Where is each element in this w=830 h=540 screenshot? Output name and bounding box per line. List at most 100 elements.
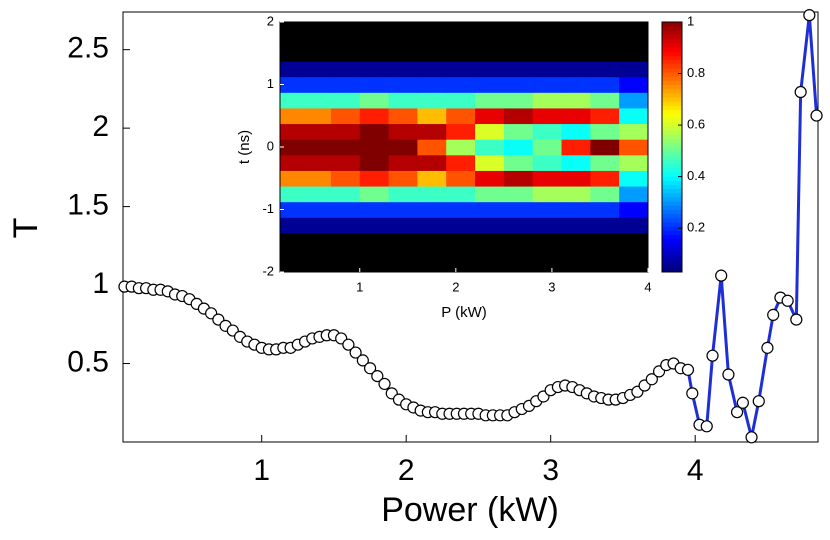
inset-y-tick-label: 2 (267, 13, 274, 28)
heatmap-cell (532, 264, 563, 272)
heatmap-cell (475, 217, 505, 234)
heatmap-cell (503, 123, 534, 140)
heatmap-cell (302, 217, 332, 234)
heatmap-cell (330, 139, 361, 156)
colorbar-segment (662, 47, 682, 52)
y-tick-label: 2.5 (67, 32, 109, 65)
colorbar-segment (662, 138, 682, 144)
heatmap-cell (503, 76, 534, 93)
heatmap-cell (359, 92, 390, 109)
colorbar-segment (662, 163, 682, 169)
heatmap-cell (388, 123, 418, 140)
heatmap-cell (532, 154, 563, 171)
heatmap-cell (532, 139, 563, 156)
inset-x-label: P (kW) (441, 304, 487, 321)
heatmap-cell (280, 170, 303, 187)
heatmap-cell (619, 248, 648, 265)
heatmap-cell (590, 139, 620, 156)
heatmap-cell (619, 29, 648, 46)
colorbar-segment (662, 267, 682, 273)
colorbar-segment (662, 59, 682, 65)
heatmap-cell (475, 22, 505, 31)
colorbar-segment (662, 176, 682, 181)
data-point (349, 346, 362, 359)
data-point (363, 362, 377, 375)
data-point (356, 354, 369, 367)
heatmap-cell (417, 92, 447, 109)
heatmap (280, 22, 648, 272)
heatmap-cell (330, 29, 361, 46)
heatmap-cell (619, 201, 648, 218)
heatmap-cell (619, 139, 648, 156)
heatmap-cell (590, 76, 620, 93)
heatmap-cell (561, 22, 591, 31)
colorbar-segment (662, 30, 682, 35)
inset-y-tick-label: -2 (262, 263, 274, 278)
heatmap-cell (446, 139, 476, 156)
heatmap-cell (280, 29, 303, 46)
heatmap-cell (503, 45, 534, 62)
colorbar-segment (662, 80, 682, 85)
colorbar-segment (662, 92, 682, 98)
heatmap-cell (388, 201, 418, 218)
heatmap-cell (590, 170, 620, 187)
heatmap-cell (417, 123, 447, 140)
colorbar-segment (662, 180, 682, 185)
x-tick-label: 4 (687, 454, 704, 487)
heatmap-cell (359, 264, 390, 272)
heatmap-cell (503, 232, 534, 250)
colorbar-segment (662, 230, 682, 235)
heatmap-cell (388, 154, 418, 171)
heatmap-cell (388, 45, 418, 62)
colorbar-segment (662, 105, 682, 110)
y-tick-label: 1 (92, 267, 109, 300)
heatmap-cell (388, 139, 418, 156)
colorbar-segment (662, 134, 682, 140)
heatmap-cell (280, 123, 303, 140)
colorbar-segment (662, 42, 682, 48)
heatmap-cell (330, 154, 361, 171)
data-point (781, 294, 794, 307)
heatmap-cell (330, 22, 361, 31)
heatmap-cell (330, 76, 361, 93)
heatmap-cell (302, 186, 332, 203)
heatmap-cell (280, 61, 303, 78)
heatmap-cell (446, 201, 476, 218)
heatmap-cell (532, 29, 563, 46)
heatmap-cell (302, 61, 332, 78)
heatmap-cell (359, 154, 390, 171)
heatmap-cell (503, 201, 534, 218)
colorbar-segment (662, 159, 682, 165)
heatmap-cell (561, 201, 591, 218)
heatmap-cell (330, 186, 361, 203)
heatmap-cell (302, 139, 332, 156)
heatmap-cell (359, 217, 390, 234)
y-tick-label: 0.5 (67, 345, 109, 378)
heatmap-cell (590, 186, 620, 203)
colorbar-segment (662, 184, 682, 190)
heatmap-cell (446, 186, 476, 203)
heatmap-cell (561, 107, 591, 125)
colorbar-segment (662, 34, 682, 40)
heatmap-cell (280, 186, 303, 203)
colorbar-segment (662, 205, 682, 210)
colorbar-segment (662, 197, 682, 202)
heatmap-cell (590, 22, 620, 31)
heatmap-cell (590, 154, 620, 171)
heatmap-cell (302, 29, 332, 46)
heatmap-cell (280, 264, 303, 272)
colorbar-segment (662, 101, 682, 106)
heatmap-cell (503, 22, 534, 31)
data-point (722, 368, 735, 381)
heatmap-cell (590, 248, 620, 265)
colorbar-segment (662, 63, 682, 69)
heatmap-cell (359, 232, 390, 250)
colorbar-segment (662, 255, 682, 260)
x-tick-label: 1 (253, 454, 270, 487)
heatmap-cell (446, 154, 476, 171)
colorbar-segment (662, 226, 682, 231)
colorbar-segment (662, 247, 682, 252)
heatmap-cell (475, 170, 505, 187)
heatmap-cell (359, 61, 390, 78)
heatmap-cell (446, 29, 476, 46)
